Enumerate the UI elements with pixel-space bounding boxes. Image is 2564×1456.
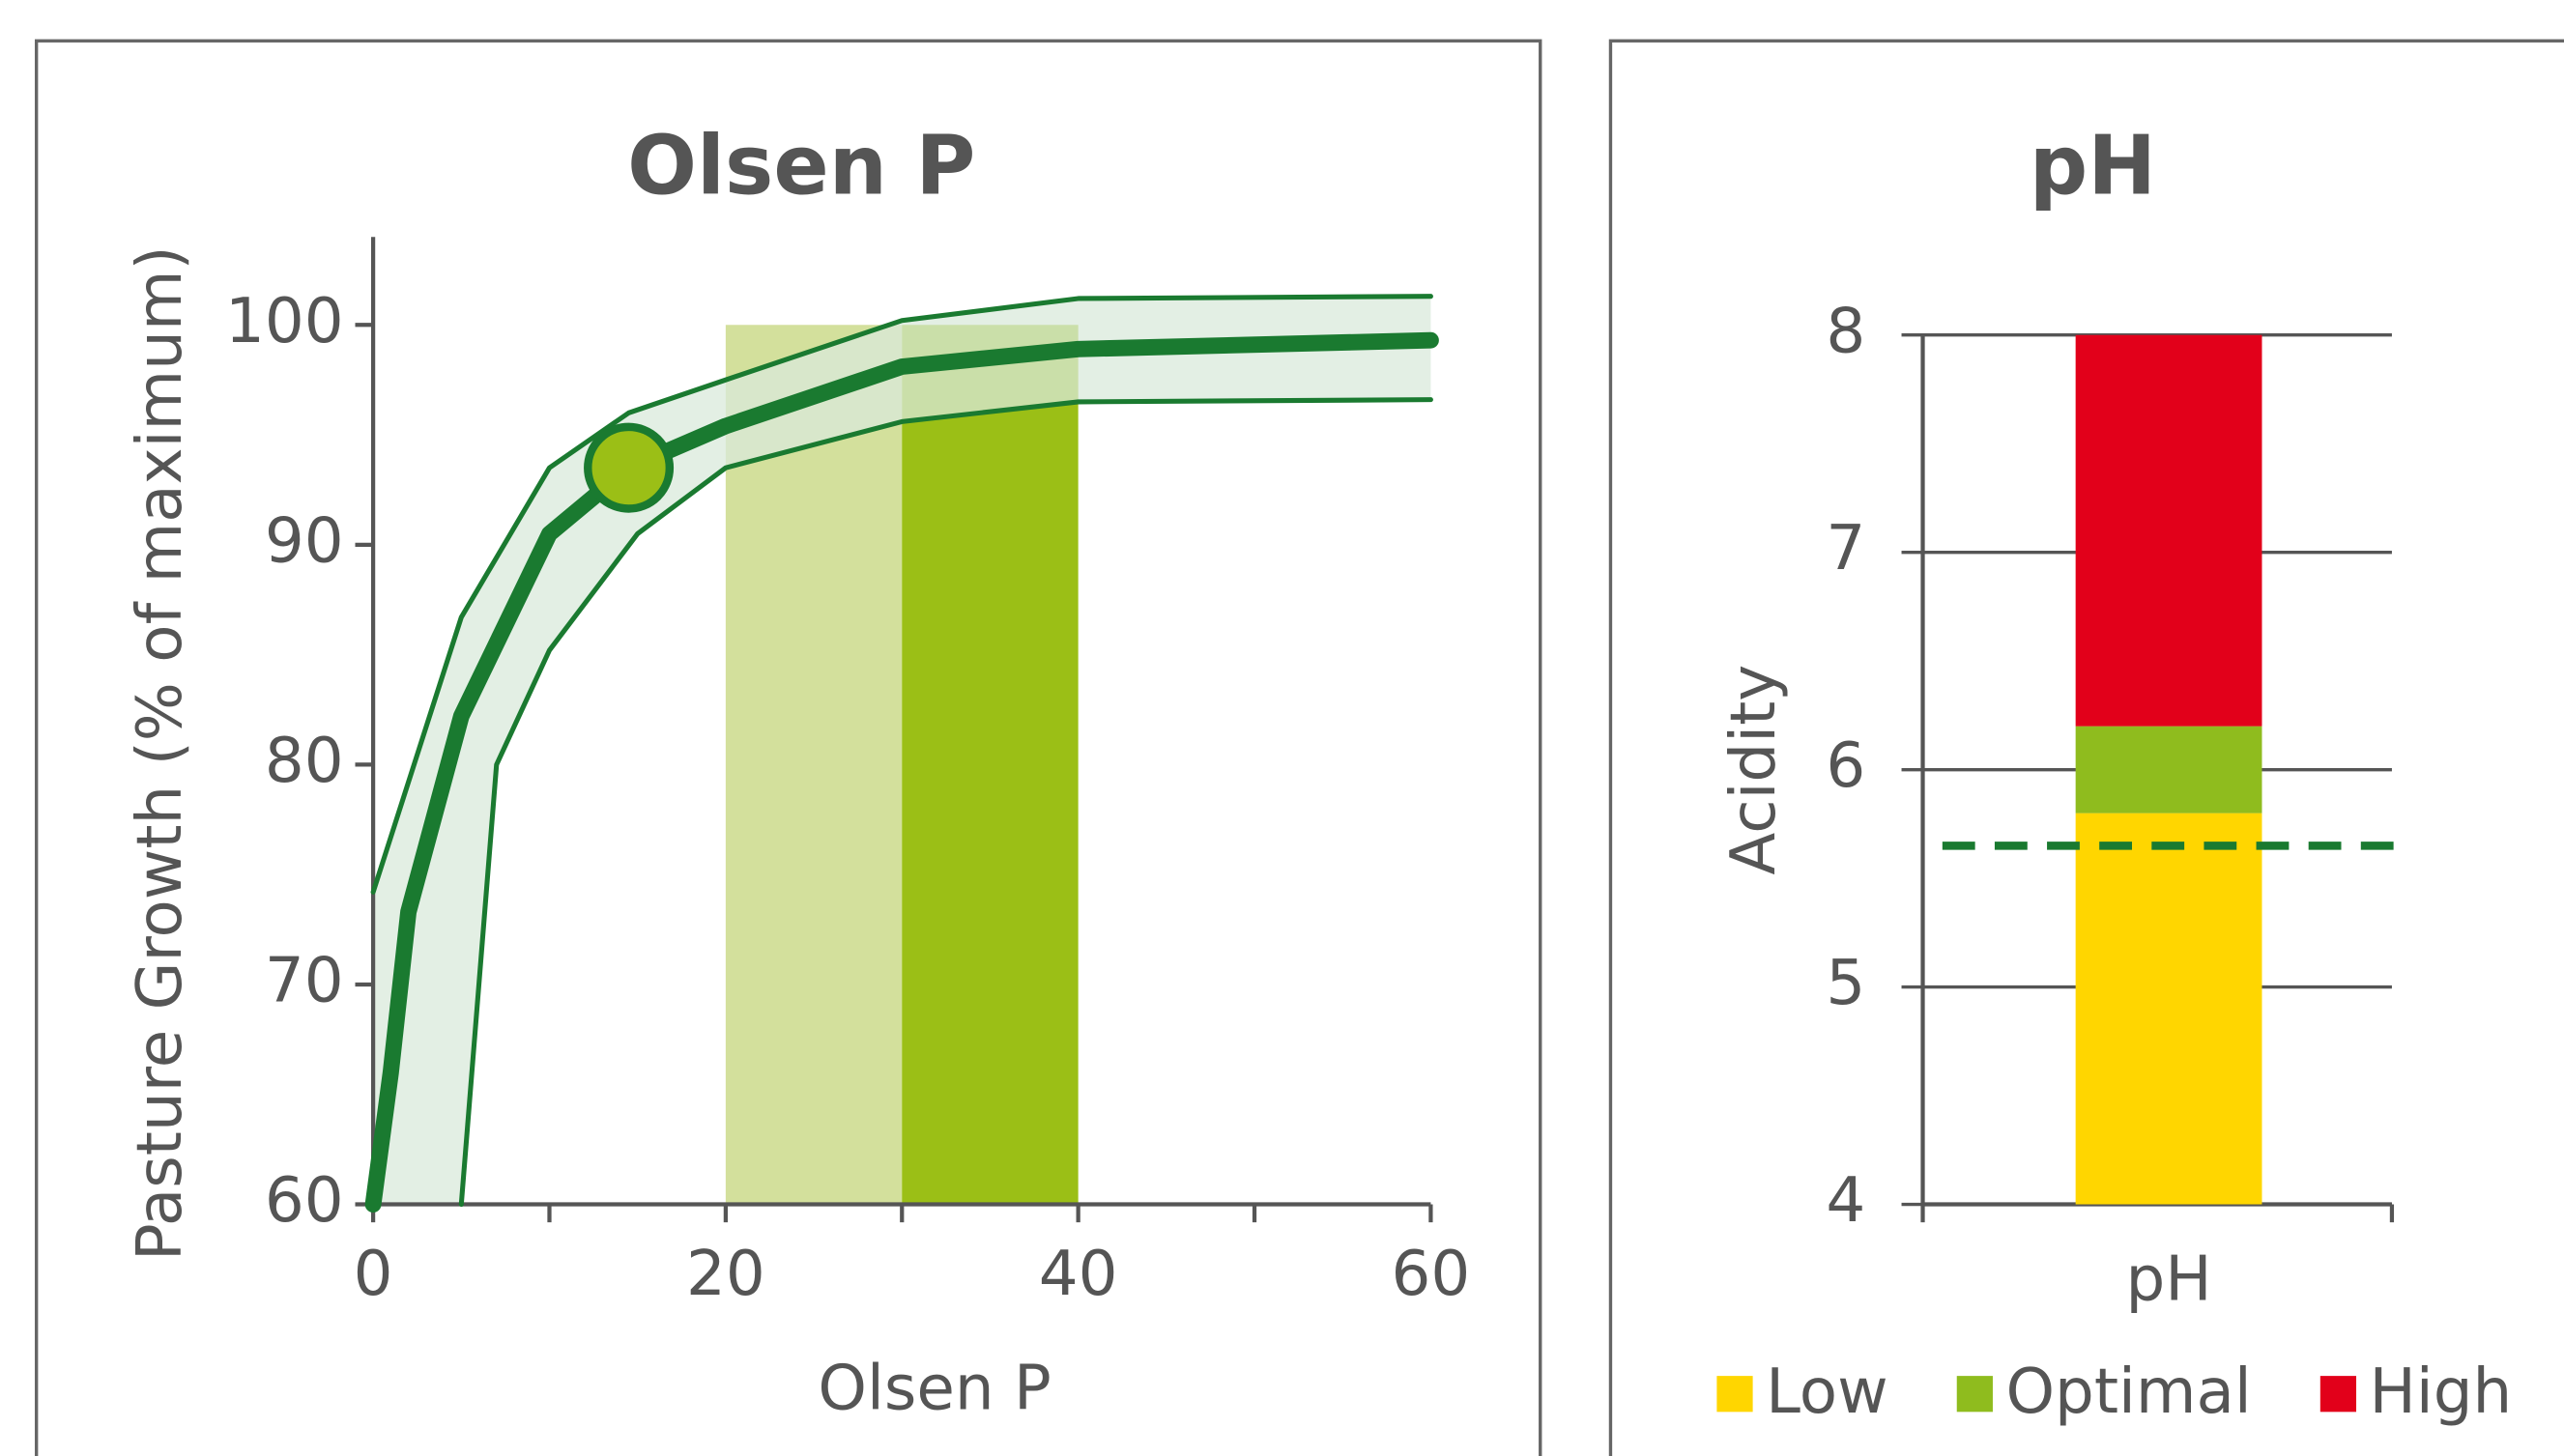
legend-label: Low <box>1766 1356 1888 1428</box>
band-edge <box>458 397 1433 1208</box>
range-region <box>725 325 903 1205</box>
band-edge <box>370 294 1433 895</box>
y-tick-label: 7 <box>1826 512 1865 585</box>
legend-swatch <box>1956 1376 1993 1413</box>
y-tick-label: 6 <box>1826 729 1865 802</box>
legend-label: Optimal <box>2005 1356 2251 1428</box>
y-tick-label: 60 <box>265 1164 344 1237</box>
y-tick-label: 80 <box>265 725 344 797</box>
x-tick-label: pH <box>2125 1242 2211 1315</box>
bar-segment <box>2075 813 2262 1205</box>
y-axis-label: Pasture Growth (% of maximum) <box>124 245 196 1261</box>
y-tick-label: 90 <box>265 504 344 577</box>
legend-swatch <box>2319 1376 2357 1413</box>
chart-title: pH <box>2030 119 2156 214</box>
bar-segment <box>2075 334 2262 727</box>
y-tick-label: 8 <box>1826 295 1865 367</box>
current-point <box>584 422 675 513</box>
y-axis-label: Acidity <box>1717 665 1790 875</box>
x-tick-label: 40 <box>1039 1238 1118 1310</box>
bar-segment <box>2075 726 2262 814</box>
y-tick-label: 5 <box>1826 947 1865 1019</box>
confidence-band <box>373 296 1431 1205</box>
panel-frame <box>34 39 1542 1456</box>
chart-title: Olsen P <box>627 119 975 214</box>
legend-swatch <box>1716 1376 1753 1413</box>
x-axis-label: Olsen P <box>818 1353 1051 1425</box>
response-curve <box>364 331 1439 1213</box>
panel-frame <box>1608 39 2564 1456</box>
x-tick-label: 0 <box>354 1238 393 1310</box>
y-tick-label: 4 <box>1826 1164 1865 1237</box>
x-tick-label: 20 <box>686 1238 765 1310</box>
y-tick-label: 70 <box>265 945 344 1017</box>
range-region <box>902 325 1079 1205</box>
legend-label: High <box>2370 1356 2513 1428</box>
y-tick-label: 100 <box>225 285 344 357</box>
x-tick-label: 60 <box>1392 1238 1471 1310</box>
